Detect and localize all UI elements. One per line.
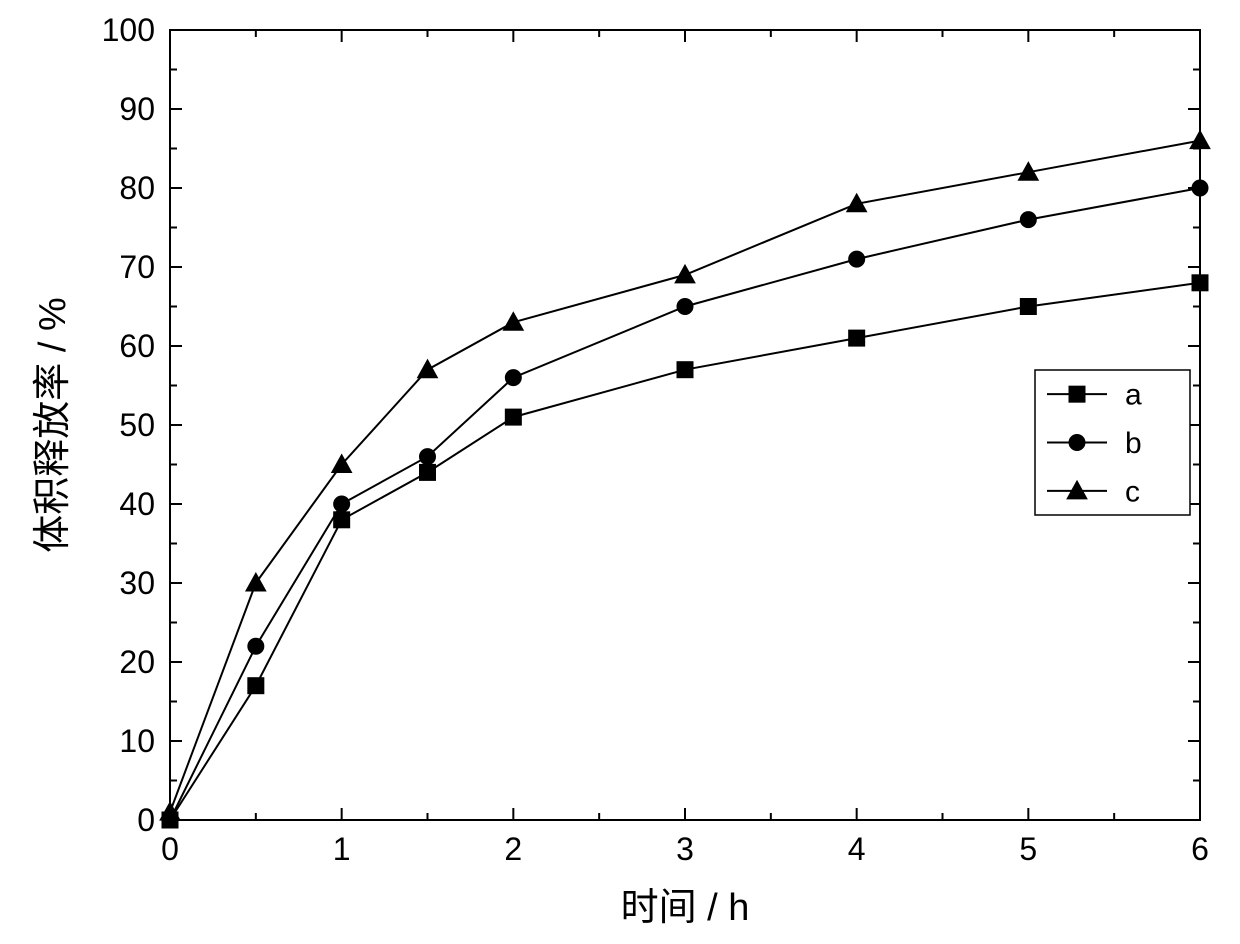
y-tick-label: 50: [119, 407, 155, 443]
y-tick-label: 60: [119, 328, 155, 364]
x-tick-label: 0: [161, 831, 179, 867]
y-tick-label: 0: [137, 802, 155, 838]
y-tick-label: 20: [119, 644, 155, 680]
x-tick-label: 5: [1019, 831, 1037, 867]
legend-label: a: [1125, 379, 1142, 412]
legend: abc: [1035, 370, 1190, 515]
release-rate-chart: 01234560102030405060708090100时间 / h体积释放率…: [0, 0, 1240, 944]
x-tick-label: 2: [504, 831, 522, 867]
x-tick-label: 6: [1191, 831, 1209, 867]
y-tick-label: 40: [119, 486, 155, 522]
x-tick-label: 1: [333, 831, 351, 867]
y-tick-label: 80: [119, 170, 155, 206]
chart-container: 01234560102030405060708090100时间 / h体积释放率…: [0, 0, 1240, 944]
y-tick-label: 30: [119, 565, 155, 601]
y-tick-label: 100: [102, 12, 155, 48]
y-tick-label: 90: [119, 91, 155, 127]
y-tick-label: 70: [119, 249, 155, 285]
y-tick-label: 10: [119, 723, 155, 759]
x-axis-label: 时间 / h: [621, 887, 750, 929]
x-tick-label: 4: [848, 831, 866, 867]
y-axis-label: 体积释放率 / %: [32, 297, 74, 552]
x-tick-label: 3: [676, 831, 694, 867]
legend-label: c: [1125, 475, 1140, 508]
legend-label: b: [1125, 427, 1142, 460]
